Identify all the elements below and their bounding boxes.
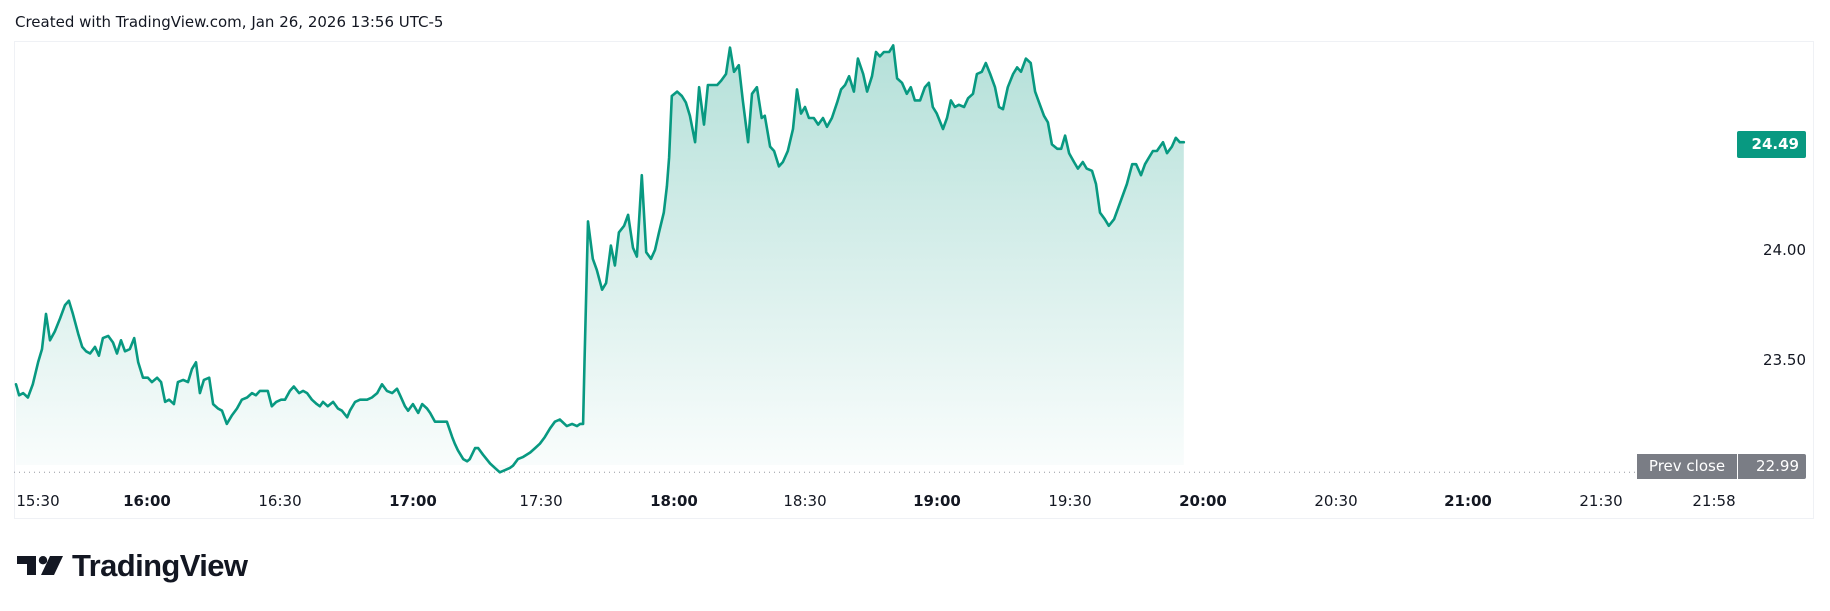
price-label: 24.00 <box>1763 241 1806 259</box>
price-area-fill <box>16 45 1184 473</box>
time-label: 16:00 <box>123 492 171 510</box>
prev-close-divider <box>1737 454 1738 479</box>
time-label: 15:30 <box>16 492 60 510</box>
prev-close-value: 22.99 <box>1738 454 1806 479</box>
time-label: 18:30 <box>783 492 827 510</box>
chart-caption: Created with TradingView.com, Jan 26, 20… <box>15 13 444 31</box>
time-label: 21:58 <box>1692 492 1736 510</box>
time-label: 20:30 <box>1314 492 1358 510</box>
tradingview-logo[interactable]: TradingView <box>17 548 248 583</box>
time-label: 19:00 <box>913 492 961 510</box>
time-label: 21:30 <box>1579 492 1623 510</box>
time-label: 17:00 <box>389 492 437 510</box>
prev-close-label: Prev close <box>1637 454 1737 479</box>
price-label: 23.50 <box>1763 351 1806 370</box>
time-label: 18:00 <box>650 492 698 510</box>
time-label: 21:00 <box>1444 492 1492 510</box>
tradingview-logo-text: TradingView <box>72 548 248 583</box>
last-price-badge: 24.49 <box>1737 131 1806 158</box>
time-label: 16:30 <box>258 492 302 510</box>
tradingview-logo-icon <box>17 556 63 575</box>
time-label: 20:00 <box>1179 492 1227 510</box>
prev-close-badge: Prev close 22.99 <box>1637 454 1806 479</box>
price-line <box>14 44 1186 474</box>
time-label: 17:30 <box>519 492 563 510</box>
time-label: 19:30 <box>1048 492 1092 510</box>
